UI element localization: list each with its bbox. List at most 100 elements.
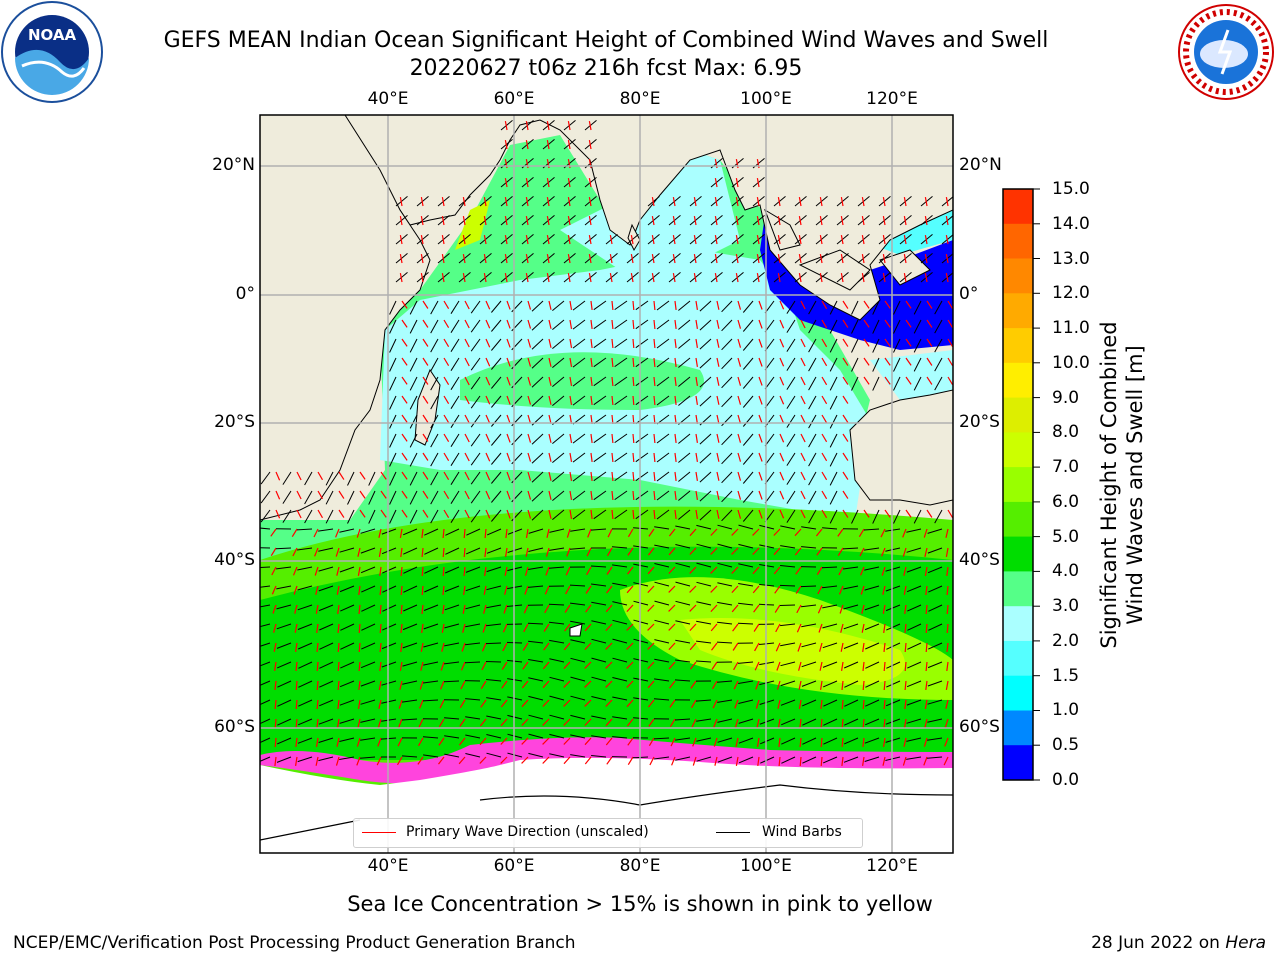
wave-direction-arrow <box>626 604 634 613</box>
wave-direction-arrow <box>481 642 487 652</box>
left-latitude-label: 40°S <box>214 550 255 570</box>
wind-barb <box>549 658 565 663</box>
wind-barb <box>941 234 953 245</box>
wave-direction-arrow <box>443 471 450 481</box>
wave-direction-arrow <box>903 196 907 207</box>
wind-barb <box>318 604 334 612</box>
wind-barb <box>654 544 670 549</box>
wave-direction-arrow <box>779 471 785 481</box>
wave-direction-arrow <box>904 661 907 672</box>
wind-barb <box>409 414 418 429</box>
wind-barb <box>678 433 691 444</box>
wave-direction-arrow <box>548 471 552 481</box>
wind-barb <box>808 338 817 353</box>
wave-direction-arrow <box>821 509 828 519</box>
wind-barb <box>423 623 439 630</box>
wave-direction-arrow <box>752 528 760 536</box>
wave-direction-arrow <box>338 509 345 518</box>
wave-direction-arrow <box>500 699 508 708</box>
wave-direction-arrow <box>443 509 450 519</box>
wave-direction-arrow <box>314 566 319 576</box>
wave-direction-arrow <box>443 395 450 405</box>
wave-direction-arrow <box>946 661 949 671</box>
wind-barb <box>823 680 838 688</box>
wind-barb <box>528 547 544 552</box>
wind-barb <box>572 338 586 349</box>
wave-direction-arrow <box>464 509 470 519</box>
wind-barb-legend-label: Wind Barbs <box>762 824 842 840</box>
wind-barb <box>552 357 565 368</box>
wave-direction-arrow <box>548 300 552 310</box>
wave-direction-arrow <box>732 623 739 632</box>
wave-direction-arrow <box>569 452 573 462</box>
wave-direction-arrow <box>316 623 319 633</box>
wind-barb <box>656 452 670 463</box>
wave-direction-arrow <box>776 680 781 690</box>
wind-barb <box>450 338 460 352</box>
wave-direction-arrow <box>647 566 655 575</box>
wave-direction-arrow <box>710 528 718 536</box>
wind-barb <box>794 234 807 245</box>
wave-direction-arrow <box>335 756 340 766</box>
wave-direction-arrow <box>842 338 849 347</box>
wave-direction-arrow <box>668 604 676 612</box>
wave-direction-arrow <box>880 528 886 538</box>
wind-barb <box>584 234 597 245</box>
wind-barb <box>360 680 376 687</box>
wind-barb <box>572 490 586 501</box>
wind-barb <box>689 253 702 264</box>
wave-direction-arrow <box>695 300 698 310</box>
wave-direction-arrow <box>821 490 828 500</box>
wind-barb <box>689 215 702 226</box>
wave-direction-arrow <box>632 395 635 406</box>
wind-barb <box>486 679 502 682</box>
wave-direction-arrow <box>711 661 718 670</box>
wind-barb <box>851 376 859 391</box>
wind-barb <box>614 357 628 368</box>
wind-barb <box>552 319 565 330</box>
wind-barb <box>319 623 334 631</box>
wave-direction-arrow <box>752 566 760 575</box>
wave-direction-arrow <box>842 490 849 499</box>
wind-barb <box>549 547 565 551</box>
wave-direction-arrow <box>316 661 319 672</box>
wind-barb <box>927 661 943 669</box>
wave-direction-arrow <box>458 756 466 765</box>
wind-barb <box>260 471 271 485</box>
wave-direction-arrow <box>548 490 552 500</box>
wind-barb <box>893 357 901 372</box>
colorbar-label: 9.0 <box>1052 387 1080 408</box>
wind-barb <box>402 680 418 685</box>
wave-direction-arrow <box>924 547 928 557</box>
wave-direction-arrow <box>653 509 656 520</box>
wind-barb <box>913 319 922 334</box>
wave-direction-arrow <box>800 300 806 310</box>
wave-direction-arrow <box>862 756 865 766</box>
wave-direction-arrow <box>798 661 802 671</box>
bottom-longitude-label: 80°E <box>619 856 661 876</box>
antarctic-coastline <box>260 784 953 841</box>
wave-direction-arrow <box>818 623 823 633</box>
wind-barb <box>656 395 670 406</box>
wave-direction-arrow <box>842 376 849 385</box>
wave-direction-arrow <box>566 547 571 557</box>
wave-direction-arrow <box>651 272 655 283</box>
wind-barb <box>491 490 502 503</box>
wave-direction-arrow <box>946 623 949 634</box>
wave-direction-arrow <box>400 547 403 557</box>
wave-direction-arrow <box>525 215 529 226</box>
wind-barb <box>491 338 502 351</box>
wind-barb <box>742 395 754 408</box>
wave-direction-arrow <box>441 272 445 283</box>
wind-barb <box>470 338 481 352</box>
wind-barb <box>389 414 397 429</box>
wind-barb <box>304 471 313 486</box>
colorbar-label: 14.0 <box>1052 213 1090 234</box>
wind-barb <box>738 699 754 704</box>
wind-barb <box>465 604 481 610</box>
wave-direction-arrow <box>945 272 949 283</box>
wind-barb <box>584 139 597 150</box>
wind-barb <box>885 604 901 612</box>
wave-direction-arrow <box>422 414 429 423</box>
wave-direction-arrow <box>669 699 676 708</box>
